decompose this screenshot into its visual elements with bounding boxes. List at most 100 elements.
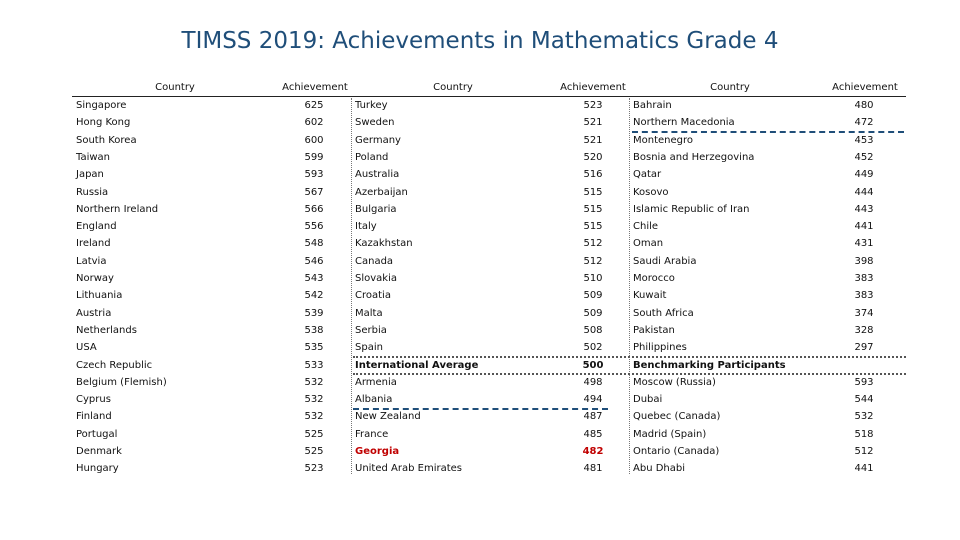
country-name: Turkey bbox=[355, 100, 388, 111]
country-name: Azerbaijan bbox=[355, 186, 408, 198]
country-name: Netherlands bbox=[76, 324, 137, 336]
country-name: Abu Dhabi bbox=[633, 463, 685, 475]
country-name: Japan bbox=[76, 169, 104, 181]
achievement-score: 485 bbox=[583, 428, 603, 440]
country-name: Philippines bbox=[633, 342, 687, 354]
achievement-score: 539 bbox=[304, 307, 324, 319]
country-name: Bahrain bbox=[633, 100, 672, 111]
achievement-score: 383 bbox=[854, 290, 874, 302]
header-divider bbox=[72, 96, 906, 97]
country-name: Belgium (Flemish) bbox=[76, 376, 167, 388]
header-country-2: Country bbox=[433, 82, 473, 93]
country-name: Madrid (Spain) bbox=[633, 428, 707, 440]
country-name: Dubai bbox=[633, 394, 663, 406]
achievement-score: 453 bbox=[854, 134, 874, 146]
achievement-score: 525 bbox=[304, 428, 324, 440]
country-name: Ireland bbox=[76, 238, 111, 250]
achievement-score: 556 bbox=[304, 221, 324, 233]
country-name: Morocco bbox=[633, 273, 675, 284]
country-name: Austria bbox=[76, 307, 112, 319]
country-name: Canada bbox=[355, 255, 394, 267]
country-name: Croatia bbox=[355, 290, 391, 302]
header-achievement-1: Achievement bbox=[282, 82, 348, 93]
country-name: Latvia bbox=[76, 255, 107, 267]
country-name: Denmark bbox=[76, 446, 122, 457]
achievement-score: 509 bbox=[583, 307, 603, 319]
achievement-score: 625 bbox=[304, 100, 324, 111]
achievement-score: 542 bbox=[304, 290, 324, 302]
country-name: Cyprus bbox=[76, 394, 111, 406]
achievement-score: 525 bbox=[304, 446, 324, 457]
achievement-score: 544 bbox=[854, 394, 874, 406]
country-name: Sweden bbox=[355, 117, 395, 129]
country-name: Hungary bbox=[76, 463, 119, 475]
country-name: Montenegro bbox=[633, 134, 694, 146]
country-name: Slovakia bbox=[355, 273, 397, 284]
achievement-score: 523 bbox=[583, 100, 603, 111]
country-name: New Zealand bbox=[355, 411, 421, 423]
achievement-score: 480 bbox=[854, 100, 874, 111]
header-achievement-3: Achievement bbox=[832, 82, 898, 93]
country-name: Quebec (Canada) bbox=[633, 411, 721, 423]
achievement-score: 532 bbox=[304, 376, 324, 388]
country-name: Kuwait bbox=[633, 290, 667, 302]
achievement-score: 521 bbox=[583, 134, 603, 146]
achievement-score: 398 bbox=[854, 255, 874, 267]
country-name: Northern Ireland bbox=[76, 203, 159, 215]
header-country-3: Country bbox=[710, 82, 750, 93]
achievement-score: 487 bbox=[583, 411, 603, 423]
achievement-score: 567 bbox=[304, 186, 324, 198]
country-name: Italy bbox=[355, 221, 377, 233]
achievement-score: 449 bbox=[854, 169, 874, 181]
achievement-score: 512 bbox=[583, 255, 603, 267]
country-name: Saudi Arabia bbox=[633, 255, 697, 267]
achievement-score: 494 bbox=[583, 394, 603, 406]
country-name: Norway bbox=[76, 273, 114, 284]
country-name: South Africa bbox=[633, 307, 694, 319]
country-name: Spain bbox=[355, 342, 383, 354]
country-name: Singapore bbox=[76, 100, 127, 111]
header-country-1: Country bbox=[155, 82, 195, 93]
achievement-score: 523 bbox=[304, 463, 324, 475]
country-name: Taiwan bbox=[76, 151, 111, 163]
achievement-score: 441 bbox=[854, 463, 874, 475]
country-name: Albania bbox=[355, 394, 393, 406]
page-title: TIMSS 2019: Achievements in Mathematics … bbox=[181, 28, 779, 54]
achievement-score: 599 bbox=[304, 151, 324, 163]
achievement-score: 328 bbox=[854, 324, 874, 336]
achievement-score: 546 bbox=[304, 255, 324, 267]
country-name: Moscow (Russia) bbox=[633, 376, 716, 388]
achievement-score: 593 bbox=[304, 169, 324, 181]
divider-dotted-average-top bbox=[353, 356, 906, 358]
achievement-score: 443 bbox=[854, 203, 874, 215]
achievement-score: 508 bbox=[583, 324, 603, 336]
divider-dashed-macedonia bbox=[632, 131, 904, 133]
header-achievement-2: Achievement bbox=[560, 82, 626, 93]
country-name: France bbox=[355, 428, 389, 440]
achievement-score: 515 bbox=[583, 203, 603, 215]
country-name: Hong Kong bbox=[76, 117, 131, 129]
achievement-score: 482 bbox=[582, 446, 604, 457]
country-name: Northern Macedonia bbox=[633, 117, 735, 129]
achievement-score: 515 bbox=[583, 186, 603, 198]
achievement-score: 441 bbox=[854, 221, 874, 233]
country-name: South Korea bbox=[76, 134, 137, 146]
country-name: Oman bbox=[633, 238, 664, 250]
achievement-score: 374 bbox=[854, 307, 874, 319]
achievement-score: 520 bbox=[583, 151, 603, 163]
country-name: Kazakhstan bbox=[355, 238, 413, 250]
country-name: International Average bbox=[355, 359, 479, 371]
country-name: Portugal bbox=[76, 428, 118, 440]
achievement-score: 521 bbox=[583, 117, 603, 129]
achievement-score: 532 bbox=[854, 411, 874, 423]
achievement-score: 532 bbox=[304, 394, 324, 406]
country-name: Benchmarking Participants bbox=[633, 359, 786, 371]
country-name: Armenia bbox=[355, 376, 397, 388]
achievement-score: 510 bbox=[583, 273, 603, 284]
country-name: Georgia bbox=[355, 446, 400, 457]
achievement-score: 481 bbox=[583, 463, 603, 475]
achievement-score: 593 bbox=[854, 376, 874, 388]
achievement-score: 533 bbox=[304, 359, 324, 371]
country-name: England bbox=[76, 221, 117, 233]
achievement-score: 535 bbox=[304, 342, 324, 354]
